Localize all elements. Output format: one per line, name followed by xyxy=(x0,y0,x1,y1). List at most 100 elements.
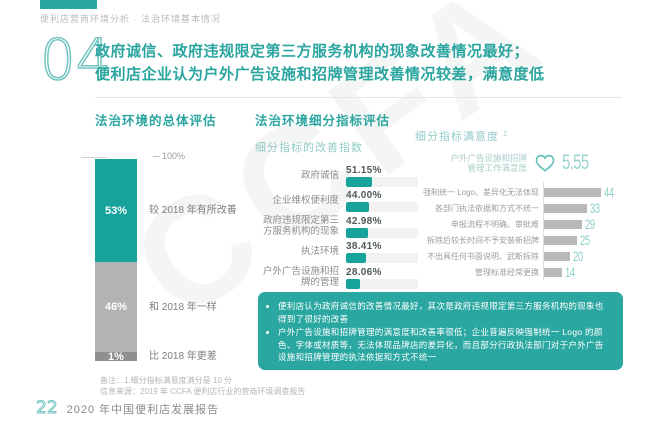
stacked-segment: 53% xyxy=(95,159,137,262)
satisfaction-bar-value: 44 xyxy=(604,184,614,200)
improvement-bar-fill xyxy=(346,227,369,238)
sub-indicator-chart-title: 法治环境细分指标评估 xyxy=(255,114,391,128)
sub-indicator-section: 法治环境细分指标评估 细分指标的改善指数 政府诚信 51.15% 企业维权便利度 44… xyxy=(255,110,425,291)
axis-tick-100 xyxy=(81,157,107,158)
satisfaction-bars: 强制统一 Logo、差异化无法体现 44 各部门执法依据和方式不统一 33 申报流程不明… xyxy=(415,182,655,280)
satisfaction-headline-label: 户外广告设施和招牌 管理工作满意度 xyxy=(415,153,527,174)
satisfaction-row: 强制统一 Logo、差异化无法体现 44 xyxy=(415,184,655,200)
top-tab-bar xyxy=(40,0,97,9)
satisfaction-section: 细分指标满意度 1 户外广告设施和招牌 管理工作满意度 5.55 强制统一 Lo… xyxy=(415,128,655,280)
improvement-bar-group: 51.15% xyxy=(346,165,418,187)
improvement-row: 户外广告设施和招牌的管理 28.06% xyxy=(255,265,425,291)
satisfaction-score: 5.55 xyxy=(562,151,589,174)
satisfaction-category-label: 申报流程不明确、审批难 xyxy=(451,219,539,229)
page-footer: 22 2020 年中国便利店发展报告 xyxy=(36,398,220,419)
footnote-marker: 1 xyxy=(503,130,508,138)
satisfaction-bar-value: 29 xyxy=(585,216,595,232)
page-number: 22 xyxy=(36,398,59,419)
axis-label-100: 100% xyxy=(153,151,185,161)
satisfaction-bar xyxy=(544,219,582,229)
improvement-bars: 政府诚信 51.15% 企业维权便利度 44.00% 政府违规限定第三方服务机构的现象 4… xyxy=(255,163,425,291)
satisfaction-category-label: 各部门执法依据和方式不统一 xyxy=(435,203,539,213)
summary-bullet-list: 便利店认为政府诚信的改善情况最好，其次是政府违规限定第三方服务机构的现象也得到了… xyxy=(278,300,611,364)
satisfaction-category-label: 不出具任何书面说明、武断拆除 xyxy=(427,251,539,261)
satisfaction-headline: 户外广告设施和招牌 管理工作满意度 5.55 xyxy=(415,151,655,175)
header-divider xyxy=(95,97,622,98)
improvement-category-label: 执法环境 xyxy=(300,246,339,257)
improvement-value-label: 42.98% xyxy=(346,215,382,227)
improvement-category-label: 政府诚信 xyxy=(300,169,339,181)
improvement-bar-fill xyxy=(346,202,369,213)
breadcrumb: 便利店营商环境分析 · 法治环境基本情况 xyxy=(40,14,221,24)
improvement-category-label: 政府违规限定第三方服务机构的现象 xyxy=(262,215,339,237)
satisfaction-row: 拆除后较长时间不予安装新招牌 25 xyxy=(415,232,655,248)
improvement-row: 执法环境 38.41% xyxy=(255,240,425,266)
satisfaction-subtitle: 细分指标满意度 1 xyxy=(415,128,655,144)
improvement-bar-group: 44.00% xyxy=(346,190,418,213)
page-title: 政府诚信、政府违规限定第三方服务机构的现象改善情况最好； 便利店企业认为户外广告… xyxy=(95,40,635,86)
report-title: 2020 年中国便利店发展报告 xyxy=(66,404,220,416)
satisfaction-row: 不出具任何书面说明、武断拆除 20 xyxy=(415,248,655,264)
heart-icon xyxy=(535,154,555,172)
satisfaction-bar-value: 33 xyxy=(590,200,600,216)
improvement-category-label: 企业维权便利度 xyxy=(272,195,339,206)
satisfaction-category-label: 强制统一 Logo、差异化无法体现 xyxy=(422,187,539,197)
improvement-bar-track xyxy=(346,278,418,289)
summary-bullet: 便利店认为政府诚信的改善情况最好，其次是政府违规限定第三方服务机构的现象也得到了… xyxy=(278,300,611,325)
satisfaction-category-label: 管理标准经常更换 xyxy=(475,267,539,277)
segment-side-label: 较 2018 年有所改善 xyxy=(149,205,237,216)
satisfaction-bar xyxy=(544,235,577,245)
improvement-row: 政府诚信 51.15% xyxy=(255,163,425,189)
improvement-bar-fill xyxy=(346,278,361,289)
footnote-source: 信息来源：2019 年 CCFA 便利店行业的营商环境调查报告 xyxy=(100,387,306,396)
improvement-bar-group: 38.41% xyxy=(346,241,418,264)
satisfaction-bar-value: 14 xyxy=(565,264,575,280)
improvement-index-subtitle: 细分指标的改善指数 xyxy=(255,142,363,154)
satisfaction-subtitle-text: 细分指标满意度 xyxy=(415,131,499,143)
summary-box: 便利店认为政府诚信的改善情况最好，其次是政府违规限定第三方服务机构的现象也得到了… xyxy=(258,292,623,370)
improvement-value-label: 44.00% xyxy=(346,190,382,202)
improvement-bar-track xyxy=(346,227,418,238)
improvement-value-label: 51.15% xyxy=(346,164,382,176)
overall-chart-title: 法治环境的总体评估 xyxy=(95,114,217,128)
satisfaction-axis-line xyxy=(543,182,544,280)
improvement-bar-fill xyxy=(346,253,366,264)
segment-side-label: 和 2018 年一样 xyxy=(149,301,217,313)
satisfaction-bar-value: 20 xyxy=(573,248,583,264)
satisfaction-bar xyxy=(544,251,570,261)
overall-evaluation-section: 法治环境的总体评估 100% 53% 46% 1% 较 2018 年有所改善和 20… xyxy=(81,110,245,363)
improvement-row: 政府违规限定第三方服务机构的现象 42.98% xyxy=(255,214,425,240)
satisfaction-bar-value: 25 xyxy=(580,232,590,248)
summary-bullet: 户外广告设施和招牌管理的满意度和改善率很低；企业普遍反映强制统一 Logo 的颜… xyxy=(278,326,611,364)
improvement-bar-track xyxy=(346,253,418,264)
stacked-bar: 53% 46% 1% xyxy=(95,159,137,363)
satisfaction-bar xyxy=(544,267,562,277)
improvement-bar-track xyxy=(346,176,418,187)
title-line-1: 政府诚信、政府违规限定第三方服务机构的现象改善情况最好； xyxy=(95,43,530,60)
headline-label-line-1: 户外广告设施和招牌 xyxy=(450,152,527,163)
footnotes: 备注：1.细分指标满意度满分是 10 分 信息来源：2019 年 CCFA 便利… xyxy=(100,375,305,397)
improvement-row: 企业维权便利度 44.00% xyxy=(255,189,425,215)
improvement-value-label: 28.06% xyxy=(346,266,382,278)
satisfaction-category-label: 拆除后较长时间不予安装新招牌 xyxy=(427,235,539,245)
improvement-bar-fill xyxy=(346,176,373,187)
stacked-segment: 46% xyxy=(95,262,137,352)
headline-label-line-2: 管理工作满意度 xyxy=(467,163,527,173)
satisfaction-row: 管理标准经常更换 14 xyxy=(415,264,655,280)
satisfaction-row: 申报流程不明确、审批难 29 xyxy=(415,216,655,232)
title-line-2: 便利店企业认为户外广告设施和招牌管理改善情况较差，满意度低 xyxy=(95,66,545,83)
overall-stacked-chart: 100% 53% 46% 1% 较 2018 年有所改善和 2018 年一样比 20… xyxy=(81,151,245,363)
satisfaction-bar xyxy=(544,187,601,197)
footnote-remark: 备注：1.细分指标满意度满分是 10 分 xyxy=(100,376,233,385)
stacked-bar-labels: 较 2018 年有所改善和 2018 年一样比 2018 年更差 xyxy=(149,159,237,362)
improvement-category-label: 户外广告设施和招牌的管理 xyxy=(262,266,339,288)
segment-side-label: 比 2018 年更差 xyxy=(149,351,217,362)
stacked-segment: 1% xyxy=(95,351,137,363)
improvement-value-label: 38.41% xyxy=(346,241,382,253)
improvement-bar-group: 28.06% xyxy=(346,267,418,289)
improvement-bar-track xyxy=(346,202,418,213)
satisfaction-bar xyxy=(544,203,587,213)
improvement-bar-group: 42.98% xyxy=(346,216,418,238)
satisfaction-row: 各部门执法依据和方式不统一 33 xyxy=(415,200,655,216)
